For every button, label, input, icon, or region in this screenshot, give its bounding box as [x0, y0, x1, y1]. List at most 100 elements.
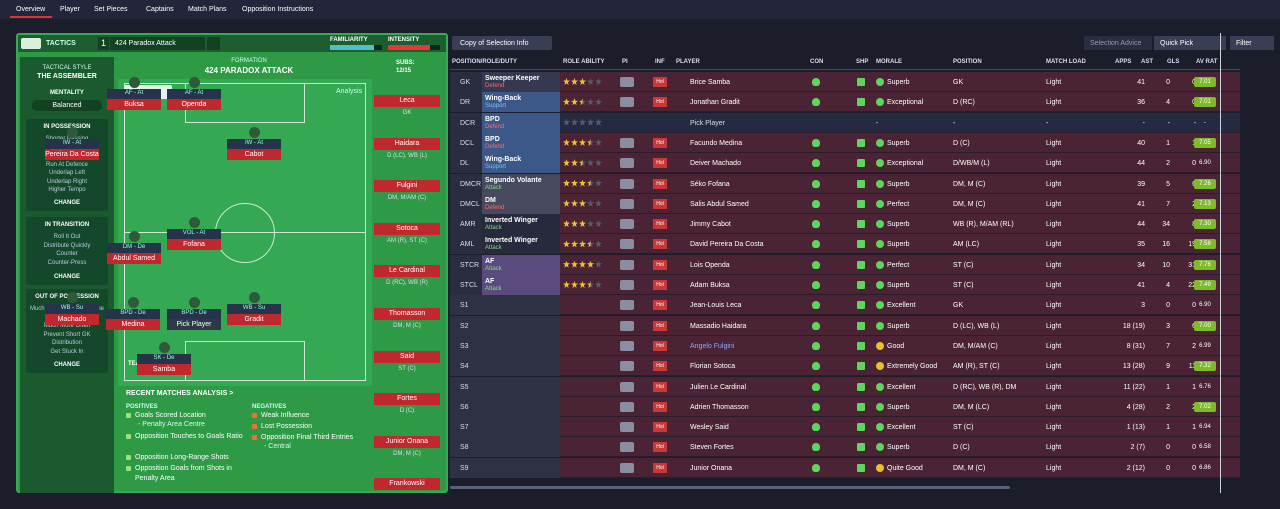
sub-name[interactable]: Leca: [374, 95, 440, 107]
sub-name[interactable]: Fulgini: [374, 180, 440, 193]
collapse-button[interactable]: [21, 38, 41, 49]
player[interactable]: Adrien Thomasson: [690, 403, 749, 411]
player[interactable]: Massadio Haidara: [690, 322, 747, 330]
player[interactable]: Lois Openda: [690, 261, 730, 269]
column-header[interactable]: GLS: [1167, 59, 1180, 65]
player-role[interactable]: AF - At: [167, 89, 221, 99]
player[interactable]: Florian Sotoca: [690, 363, 736, 371]
sub-name[interactable]: Fortes: [374, 393, 440, 406]
sub-name[interactable]: Said: [374, 350, 440, 363]
player[interactable]: Séko Fofana: [690, 180, 730, 188]
player-role[interactable]: DM - De: [107, 243, 161, 253]
player-role[interactable]: BPD - De: [106, 309, 160, 319]
column-header[interactable]: AST: [1141, 59, 1153, 65]
role[interactable]: Wing-Back: [485, 95, 522, 103]
player-name[interactable]: Machado: [45, 314, 99, 325]
player[interactable]: Jimmy Cabot: [690, 221, 731, 229]
average-rating: 7.00: [1194, 320, 1216, 331]
condition: [812, 301, 820, 310]
role[interactable]: Inverted Winger: [485, 217, 538, 225]
sub-name[interactable]: Le Cardinal: [374, 265, 440, 278]
inf-badge: Hol: [653, 462, 667, 473]
change-button[interactable]: CHANGE: [53, 200, 80, 206]
role[interactable]: DM: [485, 196, 496, 204]
player-role[interactable]: AF - At: [107, 89, 161, 99]
column-header[interactable]: PI: [622, 59, 628, 65]
player-name[interactable]: Pick Player: [167, 319, 221, 330]
role[interactable]: Wing-Back: [485, 156, 522, 164]
selection-advice[interactable]: Selection Advice: [1084, 36, 1152, 50]
player[interactable]: David Pereira Da Costa: [690, 241, 764, 249]
player[interactable]: Deiver Machado: [690, 160, 741, 168]
add-button[interactable]: [207, 37, 220, 50]
player[interactable]: Pick Player: [690, 119, 726, 127]
player[interactable]: Jonathan Gradit: [690, 99, 740, 107]
column-header[interactable]: POSITION: [953, 59, 982, 65]
player-name[interactable]: Samba: [137, 364, 191, 375]
player-role[interactable]: BPD - De: [167, 309, 221, 319]
player-name[interactable]: Fofana: [167, 239, 221, 250]
player[interactable]: Junior Onana: [690, 464, 733, 472]
change-button[interactable]: CHANGE: [53, 362, 80, 368]
player-name[interactable]: Cabot: [227, 149, 281, 160]
analysis-toggle[interactable]: Analysis: [336, 88, 363, 95]
player[interactable]: Facundo Medina: [690, 139, 743, 147]
sub-name[interactable]: Sotoca: [374, 222, 440, 235]
role[interactable]: Sweeper Keeper: [485, 75, 540, 82]
sub-name[interactable]: Haidara: [374, 137, 440, 150]
column-header[interactable]: INF: [655, 59, 665, 65]
player[interactable]: Brice Samba: [690, 79, 731, 86]
player[interactable]: Salis Abdul Samed: [690, 200, 749, 208]
player-name[interactable]: Abdul Samed: [107, 253, 161, 264]
role[interactable]: BPD: [485, 135, 500, 143]
formation-name[interactable]: 424 PARADOX ATTACK: [204, 66, 294, 75]
role[interactable]: AF: [485, 257, 495, 265]
player-name[interactable]: Buksa: [107, 99, 161, 110]
column-header[interactable]: APPS: [1115, 59, 1132, 65]
player[interactable]: Julien Le Cardinal: [690, 383, 747, 391]
player-role[interactable]: WB - Su: [45, 304, 99, 314]
player[interactable]: Jean-Louis Leca: [690, 302, 742, 310]
player[interactable]: Wesley Said: [690, 424, 729, 432]
player-name[interactable]: Medina: [106, 319, 160, 330]
filter[interactable]: Filter: [1230, 36, 1274, 50]
column-header[interactable]: AV RAT: [1196, 59, 1218, 65]
analysis-title[interactable]: RECENT MATCHES ANALYSIS >: [126, 390, 234, 397]
player[interactable]: Steven Fortes: [690, 444, 734, 452]
player-name[interactable]: Gradit: [227, 314, 281, 325]
column-header[interactable]: SHP: [856, 59, 869, 65]
mentality-pill[interactable]: Balanced: [32, 100, 102, 111]
quick-pick[interactable]: Quick Pick: [1154, 36, 1226, 50]
player-role[interactable]: IW - At: [227, 139, 281, 149]
copy-dropdown[interactable]: Copy of Selection Info: [452, 36, 552, 50]
column-header[interactable]: PLAYER: [676, 59, 700, 65]
column-header[interactable]: CON: [810, 59, 824, 65]
role[interactable]: BPD: [485, 115, 500, 123]
tab[interactable]: Match Plans: [188, 6, 227, 13]
player[interactable]: Adam Buksa: [690, 282, 730, 289]
sub-name[interactable]: Frankowski: [374, 478, 440, 491]
tab[interactable]: Overview: [16, 6, 46, 13]
column-header[interactable]: ROLE ABILITY: [563, 59, 605, 65]
player-role[interactable]: IW - At: [45, 139, 99, 149]
sub-name[interactable]: Junior Onana: [374, 435, 440, 448]
column-header[interactable]: POSITION/ROLE/DUTY: [452, 59, 518, 65]
sub-name[interactable]: Thomasson: [374, 308, 440, 320]
role[interactable]: Inverted Winger: [485, 237, 538, 245]
column-header[interactable]: MORALE: [876, 59, 902, 65]
column-header[interactable]: MATCH LOAD: [1046, 59, 1086, 65]
player-role[interactable]: WB - Su: [227, 304, 281, 314]
player-name[interactable]: Openda: [167, 99, 221, 110]
tab[interactable]: Player: [60, 6, 80, 13]
player[interactable]: Angelo Fulgini: [690, 342, 735, 350]
tactic-dropdown[interactable]: 424 Paradox Attack: [110, 37, 205, 50]
tab[interactable]: Captains: [146, 6, 174, 13]
player-name[interactable]: Pereira Da Costa: [45, 149, 99, 160]
player-role[interactable]: VOL - At: [167, 229, 221, 239]
role[interactable]: AF: [485, 278, 495, 285]
change-button[interactable]: CHANGE: [53, 274, 80, 280]
role[interactable]: Segundo Volante: [485, 176, 542, 184]
tab[interactable]: Opposition Instructions: [242, 6, 314, 13]
tab[interactable]: Set Pieces: [94, 6, 128, 13]
player-role[interactable]: SK - De: [137, 354, 191, 364]
